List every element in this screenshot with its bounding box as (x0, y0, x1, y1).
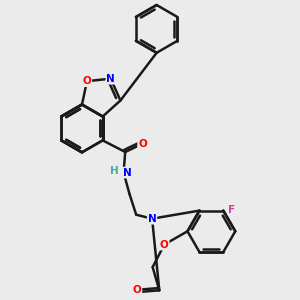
Text: O: O (133, 285, 141, 295)
Text: O: O (82, 76, 91, 86)
Text: H: H (110, 166, 119, 176)
Text: O: O (160, 240, 169, 250)
Text: F: F (228, 205, 235, 214)
Text: N: N (122, 168, 131, 178)
Text: N: N (148, 214, 157, 224)
Text: N: N (106, 74, 115, 84)
Text: O: O (138, 139, 147, 149)
